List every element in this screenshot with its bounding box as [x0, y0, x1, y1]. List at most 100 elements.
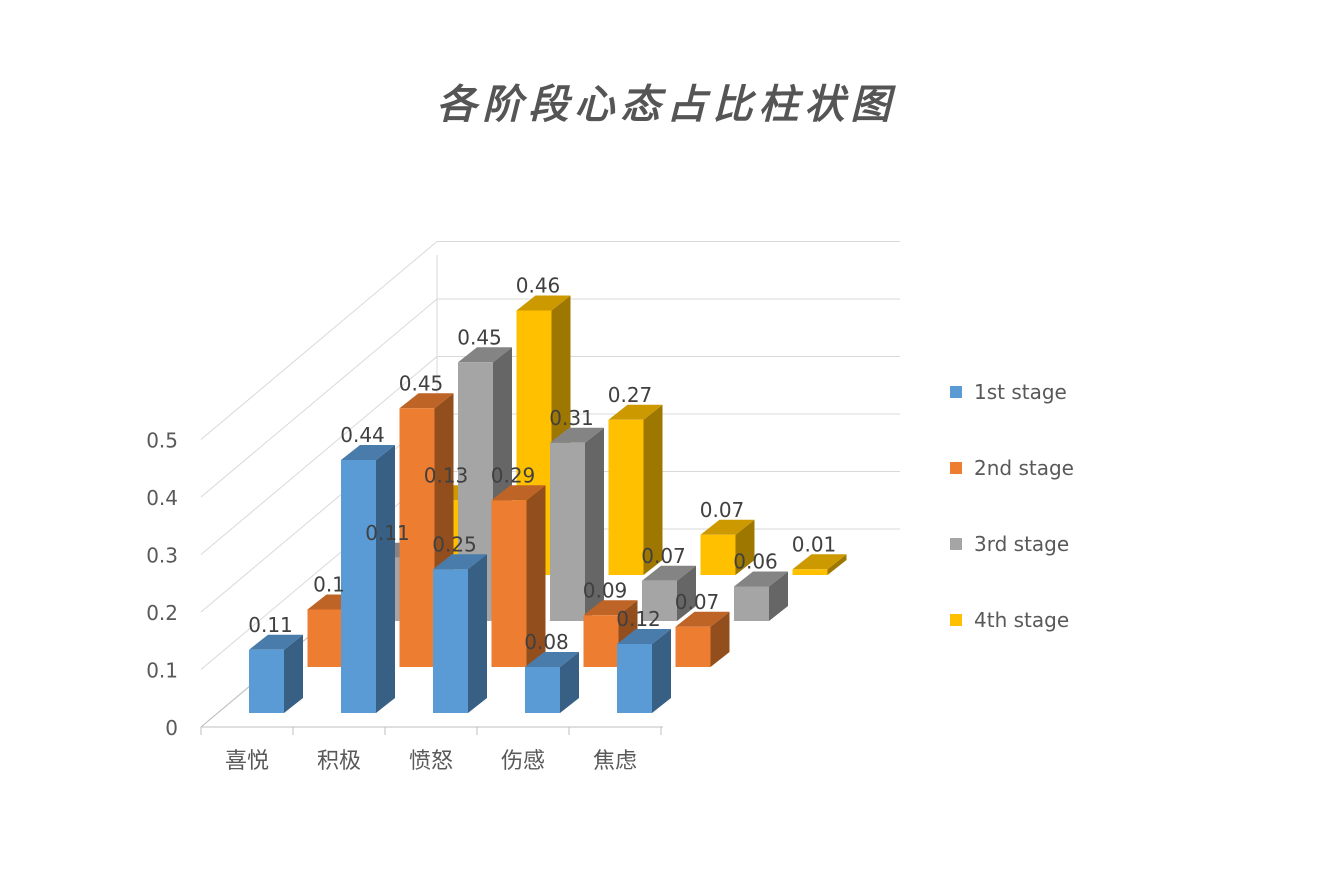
- bar-top: [642, 565, 696, 581]
- bar-top: [525, 652, 579, 667]
- bar-side: [284, 634, 303, 713]
- bar-front: [675, 626, 711, 667]
- data-label: 0.09: [583, 578, 628, 602]
- data-label: 0.07: [675, 590, 720, 614]
- data-label: 0.12: [616, 607, 661, 631]
- bar-front: [617, 644, 652, 713]
- bar-front: [307, 609, 343, 667]
- bar: [491, 485, 546, 667]
- y-tick-label: 0.3: [146, 544, 178, 568]
- bar-side: [677, 565, 696, 621]
- data-label: 0.45: [399, 371, 444, 395]
- bar-top: [433, 554, 487, 570]
- legend-label: 1st stage: [974, 380, 1067, 404]
- gridline-side: [200, 241, 438, 440]
- x-tick-label: 愤怒: [409, 749, 453, 774]
- data-label: 0.29: [491, 463, 536, 487]
- bar: [550, 427, 604, 621]
- data-label: 0.07: [700, 498, 745, 522]
- legend-label: 3rd stage: [974, 532, 1070, 556]
- bar-front: [642, 580, 677, 621]
- legend-swatch-2nd-stage: [950, 462, 962, 474]
- x-tick-label: 喜悦: [225, 749, 269, 774]
- gridline-side: [200, 413, 438, 613]
- bar: [525, 652, 579, 713]
- data-label: 0.31: [549, 406, 594, 430]
- y-tick-label: 0.1: [146, 659, 178, 683]
- data-label: 0.1: [313, 573, 345, 597]
- bar: [700, 519, 755, 575]
- bar-top: [608, 404, 663, 420]
- legend-swatch-1st-stage: [950, 386, 962, 398]
- bar: [617, 629, 671, 713]
- gridline-side: [200, 356, 438, 555]
- gridline-side: [200, 298, 438, 498]
- data-label: 0.25: [432, 532, 477, 556]
- data-label: 0.08: [524, 630, 569, 654]
- bar: [642, 565, 696, 621]
- legend-item: 3rd stage: [950, 530, 1074, 558]
- y-tick-label: 0.2: [146, 601, 178, 625]
- bar-top: [792, 554, 847, 570]
- bar: [341, 445, 395, 713]
- bar-top: [458, 347, 512, 363]
- bar-front: [734, 586, 769, 621]
- bar: [433, 554, 487, 713]
- bar-side: [652, 629, 671, 713]
- legend-item: 1st stage: [950, 378, 1074, 406]
- bar-top: [399, 393, 454, 409]
- bar-side: [376, 445, 395, 713]
- bar-front: [550, 442, 585, 621]
- bar: [249, 634, 303, 713]
- data-label: 0.06: [733, 550, 778, 574]
- bar-side: [560, 652, 579, 713]
- bar-side: [585, 427, 604, 621]
- legend: 1st stage 2nd stage 3rd stage 4th stage: [950, 378, 1074, 682]
- bar-side: [827, 554, 847, 575]
- bar-front: [608, 419, 644, 575]
- legend-item: 2nd stage: [950, 454, 1074, 482]
- bar-top: [583, 600, 638, 616]
- bar-top: [734, 571, 788, 587]
- bar-side: [468, 554, 487, 713]
- bar-side: [769, 571, 788, 621]
- bar: [734, 571, 788, 621]
- legend-label: 4th stage: [974, 608, 1070, 632]
- bar-front: [525, 667, 560, 713]
- legend-swatch-3rd-stage: [950, 538, 962, 550]
- legend-item: 4th stage: [950, 606, 1074, 634]
- bar-front: [583, 615, 619, 667]
- x-tick-label: 积极: [317, 749, 361, 774]
- bar-top: [249, 634, 303, 650]
- bar-front: [249, 649, 284, 713]
- bar-front: [700, 534, 736, 575]
- bar-side: [643, 404, 663, 575]
- bar-front: [433, 569, 468, 713]
- x-tick-label: 焦虑: [593, 749, 637, 774]
- bar-top: [341, 445, 395, 460]
- data-label: 0.07: [641, 544, 686, 568]
- bar-top: [550, 427, 604, 443]
- data-label: 0.44: [340, 423, 385, 447]
- chart-title: 各阶段心态占比柱状图: [436, 81, 897, 128]
- x-tick-label: 伤感: [501, 749, 545, 774]
- bar-side: [526, 485, 546, 667]
- bar: [608, 404, 663, 575]
- bar-front: [341, 460, 376, 713]
- bar-front: [491, 500, 527, 667]
- legend-swatch-4th-stage: [950, 614, 962, 626]
- data-label: 0.11: [248, 613, 293, 637]
- y-tick-label: 0: [165, 716, 178, 740]
- data-label: 0.46: [516, 274, 561, 298]
- data-label: 0.45: [457, 325, 502, 349]
- bar-front: [792, 569, 828, 575]
- bar-top: [700, 519, 755, 535]
- data-label: 0.13: [424, 463, 469, 487]
- y-tick-label: 0.4: [146, 486, 178, 510]
- bar-side: [735, 519, 755, 575]
- bar: [675, 611, 730, 667]
- bar-top: [675, 611, 730, 627]
- bar-top: [491, 485, 546, 501]
- legend-label: 2nd stage: [974, 456, 1074, 480]
